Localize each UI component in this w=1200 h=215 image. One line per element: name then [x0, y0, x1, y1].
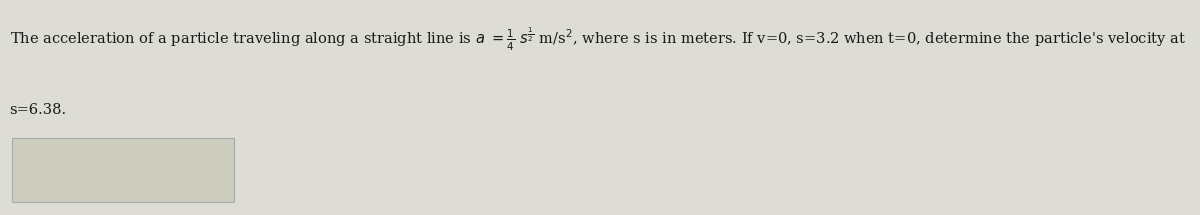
Text: s=6.38.: s=6.38. [10, 103, 67, 117]
Text: The acceleration of a particle traveling along a straight line is $\mathit{a}$ $: The acceleration of a particle traveling… [10, 26, 1186, 53]
